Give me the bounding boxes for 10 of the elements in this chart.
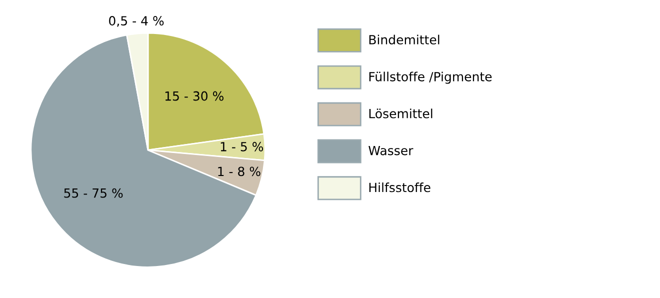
legend-label: Füllstoffe /Pigmente [369,72,492,84]
text: 0,5 - 4 % [109,16,164,27]
legend-label: Wasser [368,146,414,156]
legend-label: Lösemittel [369,108,432,118]
text: 1 - 8 % [218,166,260,176]
legend-label: Bindemittel [369,34,440,44]
text: 1 - 5 % [220,142,264,152]
text: 55 - 75 % [64,188,123,198]
text: 15 - 30 % [165,91,224,101]
legend-label: Hilfsstoffe [369,182,430,192]
